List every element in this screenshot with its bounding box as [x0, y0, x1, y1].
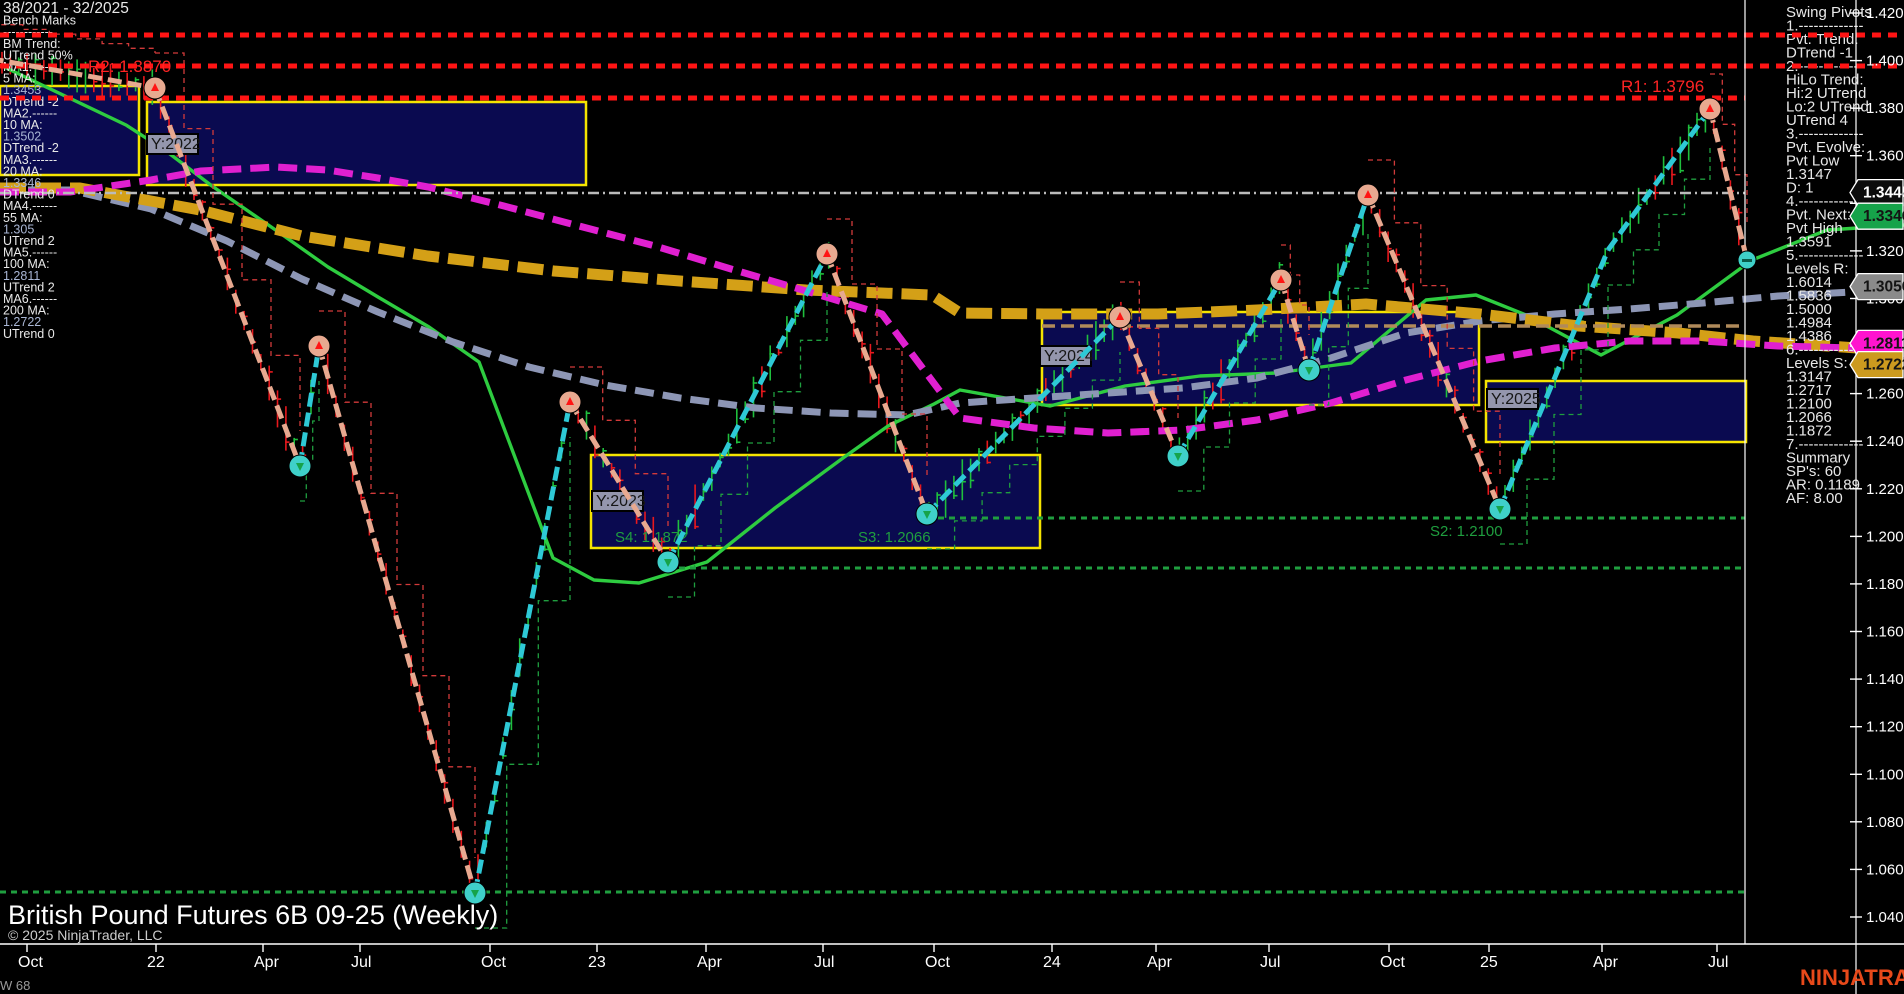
svg-text:R2: 1.3870: R2: 1.3870: [88, 57, 171, 76]
svg-text:1.4200: 1.4200: [1866, 5, 1904, 22]
svg-text:S2: 1.2100: S2: 1.2100: [1430, 523, 1503, 540]
svg-text:1.0800: 1.0800: [1866, 814, 1904, 831]
svg-text:AF: 8.00: AF: 8.00: [1786, 490, 1843, 507]
svg-text:© 2025 NinjaTrader, LLC: © 2025 NinjaTrader, LLC: [8, 927, 163, 943]
svg-text:Oct: Oct: [1380, 954, 1405, 971]
svg-text:1.3445: 1.3445: [1863, 185, 1904, 202]
svg-text:Jul: Jul: [1708, 954, 1728, 971]
svg-text:1.3050: 1.3050: [1863, 279, 1904, 296]
svg-text:NINJATRADER: NINJATRADER: [1800, 965, 1904, 990]
svg-text:R1: 1.3796: R1: 1.3796: [1621, 77, 1704, 96]
svg-text:UTrend 0: UTrend 0: [3, 327, 55, 341]
svg-text:1.4000: 1.4000: [1866, 53, 1904, 70]
svg-text:1.2722: 1.2722: [1863, 357, 1904, 374]
svg-text:British Pound Futures 6B 09-25: British Pound Futures 6B 09-25 (Weekly): [8, 900, 498, 930]
svg-text:Y:2025: Y:2025: [1491, 391, 1541, 408]
svg-text:Oct: Oct: [925, 954, 950, 971]
svg-text:1.1000: 1.1000: [1866, 766, 1904, 783]
svg-text:Apr: Apr: [697, 954, 723, 971]
svg-text:Apr: Apr: [254, 954, 280, 971]
svg-text:S3: 1.2066: S3: 1.2066: [858, 529, 931, 546]
svg-text:1.3346: 1.3346: [1863, 208, 1904, 225]
svg-text:Apr: Apr: [1593, 954, 1619, 971]
svg-text:Oct: Oct: [481, 954, 506, 971]
svg-text:1.2000: 1.2000: [1866, 528, 1904, 545]
svg-text:1.0400: 1.0400: [1866, 909, 1904, 926]
svg-text:Y:2023: Y:2023: [596, 493, 646, 510]
svg-text:1.0600: 1.0600: [1866, 861, 1904, 878]
svg-text:Apr: Apr: [1147, 954, 1173, 971]
svg-text:1.1400: 1.1400: [1866, 671, 1904, 688]
svg-text:24: 24: [1043, 954, 1061, 971]
svg-text:1.1200: 1.1200: [1866, 719, 1904, 736]
svg-text:1.2811: 1.2811: [1863, 335, 1904, 352]
svg-text:Jul: Jul: [814, 954, 834, 971]
svg-text:1.3200: 1.3200: [1866, 243, 1904, 260]
svg-text:22: 22: [147, 954, 165, 971]
svg-text:1.1600: 1.1600: [1866, 624, 1904, 641]
svg-text:1.2400: 1.2400: [1866, 433, 1904, 450]
svg-text:W 68: W 68: [0, 978, 30, 993]
svg-text:1.1800: 1.1800: [1866, 576, 1904, 593]
svg-text:Oct: Oct: [18, 954, 43, 971]
svg-text:Jul: Jul: [351, 954, 371, 971]
svg-text:1.3600: 1.3600: [1866, 148, 1904, 165]
svg-text:1.2600: 1.2600: [1866, 386, 1904, 403]
svg-text:25: 25: [1480, 954, 1498, 971]
svg-text:23: 23: [588, 954, 606, 971]
svg-text:1.2200: 1.2200: [1866, 481, 1904, 498]
svg-text:1.3800: 1.3800: [1866, 100, 1904, 117]
svg-text:Jul: Jul: [1260, 954, 1280, 971]
